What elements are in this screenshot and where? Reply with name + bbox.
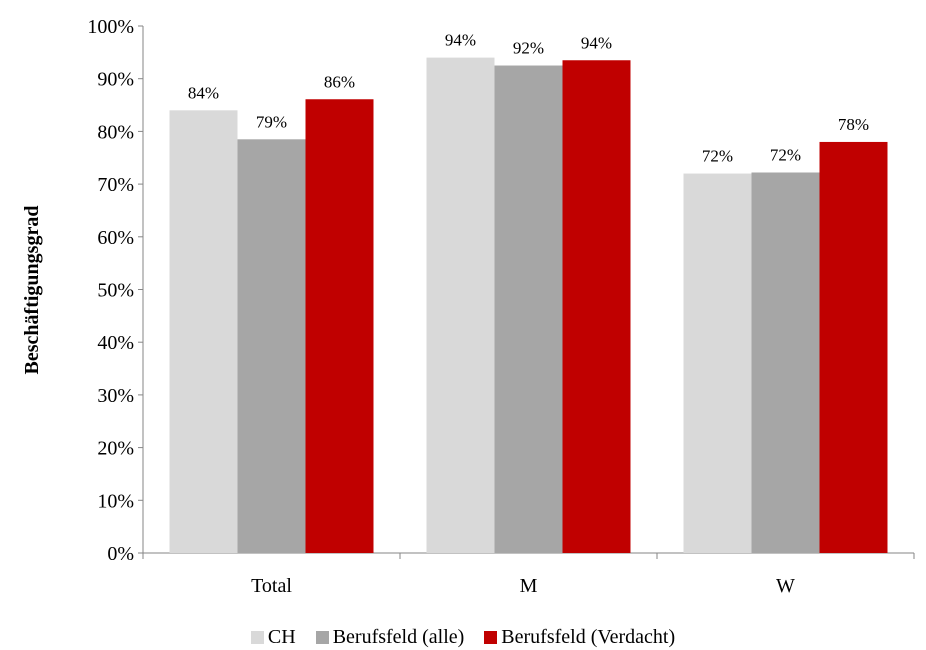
legend-swatch [250, 630, 264, 644]
y-axis-label: Beschäftigungsgrad [21, 206, 43, 375]
legend-item: Berufsfeld (Verdacht) [484, 626, 675, 649]
bars [169, 57, 888, 554]
bar [494, 65, 563, 554]
legend-label: Berufsfeld (Verdacht) [501, 625, 676, 648]
data-label: 72% [702, 147, 733, 166]
bar [237, 139, 306, 553]
axes: 0% 10% 20% 30% 40% 50% 60% 70% 80% 90% 100% Total M W [87, 16, 915, 597]
y-tick-label: 60% [97, 227, 134, 249]
bar [426, 57, 495, 554]
y-tick-label: 10% [97, 490, 134, 512]
y-tick-label: 70% [97, 174, 134, 196]
data-label: 92% [513, 39, 544, 58]
y-tick-label: 0% [107, 543, 134, 565]
bar [751, 172, 820, 554]
data-label: 94% [581, 33, 612, 52]
y-tick-label: 90% [97, 69, 134, 91]
bar [169, 110, 238, 553]
legend-swatch [315, 630, 329, 644]
bar [683, 173, 752, 553]
bar [305, 99, 374, 554]
legend-swatch [484, 630, 498, 644]
data-label: 84% [188, 83, 219, 102]
legend-item: Berufsfeld (alle) [315, 625, 465, 649]
y-tick-label: 100% [87, 16, 134, 38]
bar [819, 141, 888, 553]
data-label: 78% [838, 115, 869, 134]
data-label: 72% [770, 146, 801, 165]
y-tick-label: 40% [97, 332, 134, 354]
legend: CH Berufsfeld (alle) Berufsfeld (Verdacht) [0, 624, 926, 650]
x-tick-label: W [776, 575, 795, 597]
data-label: 94% [445, 31, 476, 50]
legend-label: CH [267, 625, 296, 648]
data-label: 86% [324, 72, 355, 91]
y-tick-label: 80% [97, 121, 134, 143]
y-tick-label: 20% [97, 438, 134, 460]
x-tick-label: M [520, 575, 538, 597]
y-tick-label: 50% [97, 280, 134, 302]
y-tick-label: 30% [97, 385, 134, 407]
legend-item: CH [250, 625, 296, 649]
data-labels: 84% 79% 86% 94% 92% 94% 72% 72% 78% [188, 31, 869, 166]
bar [562, 60, 631, 553]
legend-label: Berufsfeld (alle) [332, 625, 465, 648]
data-label: 79% [256, 112, 287, 131]
x-tick-label: Total [251, 575, 292, 597]
